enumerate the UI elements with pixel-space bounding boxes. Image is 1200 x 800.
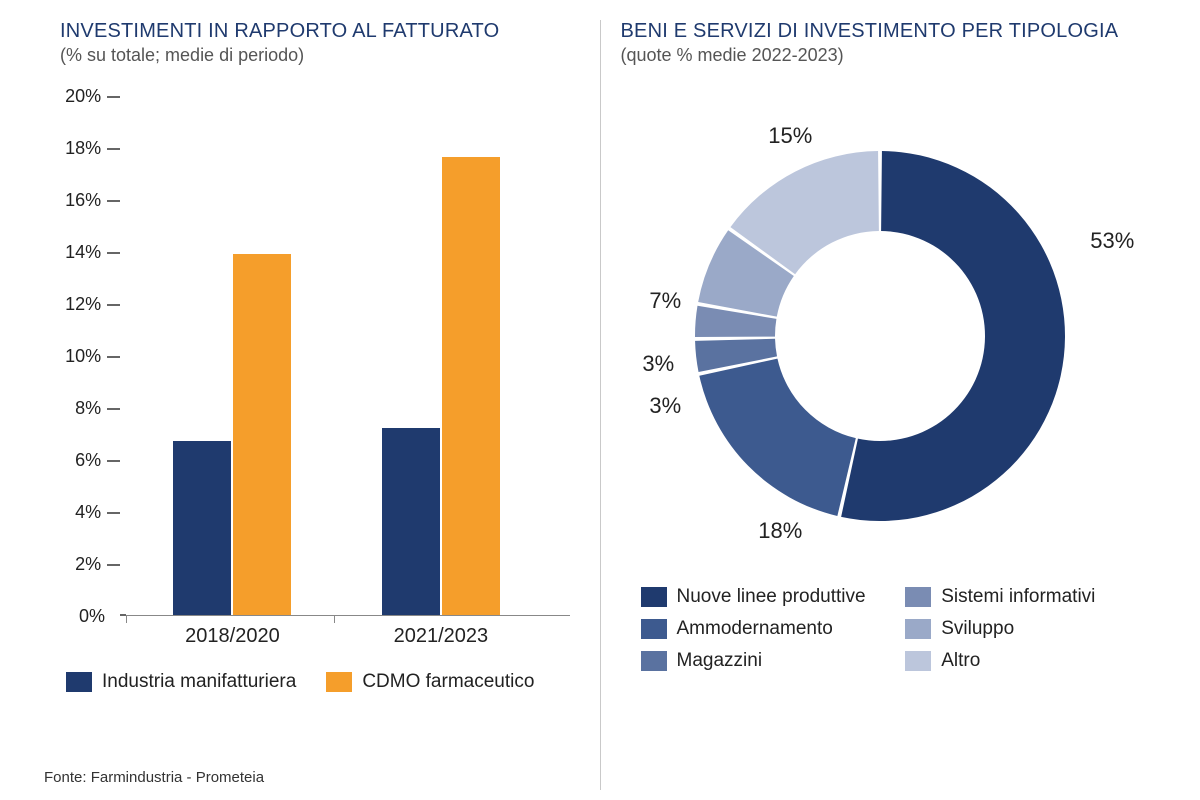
bar-chart-title: INVESTIMENTI IN RAPPORTO AL FATTURATO <box>60 20 580 43</box>
donut-slice-label: 53% <box>1090 228 1134 254</box>
legend-label: Sviluppo <box>941 618 1014 640</box>
bar-chart-ytick-dash <box>107 408 120 410</box>
bar-chart-panel: INVESTIMENTI IN RAPPORTO AL FATTURATO (%… <box>40 20 601 790</box>
legend-swatch <box>641 587 667 607</box>
bar-chart-ytick-label: 4% <box>60 502 101 523</box>
legend-label: Magazzini <box>677 650 763 672</box>
bar-chart-ytick-dash <box>107 564 120 566</box>
donut-chart-legend: Nuove linee produttive Sistemi informativ… <box>621 586 1141 672</box>
legend-label: Ammodernamento <box>677 618 833 640</box>
legend-label: Sistemi informativi <box>941 586 1095 608</box>
bar-chart-ytick-dash <box>107 252 120 254</box>
bar-chart-ytick: 6% <box>60 450 120 471</box>
bar-chart-ytick-label: 16% <box>60 190 101 211</box>
legend-swatch <box>905 651 931 671</box>
bar-chart-ytick-label: 8% <box>60 398 101 419</box>
bar-chart-ytick: 0% <box>60 606 120 627</box>
bar-group <box>173 254 291 615</box>
legend-swatch <box>326 672 352 692</box>
donut-chart: 53% 18% 3% 3% 7% 15% <box>621 96 1141 576</box>
source-text: Fonte: Farmindustria - Prometeia <box>44 769 264 786</box>
donut-chart-panel: BENI E SERVIZI DI INVESTIMENTO PER TIPOL… <box>601 20 1161 790</box>
donut-legend-item: Sistemi informativi <box>905 586 1140 608</box>
bar-legend-item: Industria manifatturiera <box>66 671 296 693</box>
bar-chart-ytick: 10% <box>60 346 120 367</box>
bar-chart-ytick-label: 12% <box>60 294 101 315</box>
donut-legend-item: Nuove linee produttive <box>641 586 876 608</box>
bar <box>442 157 500 615</box>
bar-chart-ytick-dash <box>107 148 120 150</box>
bar-chart-ytick-label: 10% <box>60 346 101 367</box>
donut-chart-subtitle: (quote % medie 2022-2023) <box>621 45 1141 66</box>
bar-chart-xaxis-tick <box>334 615 335 623</box>
bar-chart-xcategory: 2021/2023 <box>394 625 489 648</box>
bar-chart-ytick: 12% <box>60 294 120 315</box>
legend-swatch <box>905 619 931 639</box>
bar-chart-ytick: 20% <box>60 86 120 107</box>
bar-chart-ytick: 14% <box>60 242 120 263</box>
donut-svg <box>690 146 1070 526</box>
bar-chart-subtitle: (% su totale; medie di periodo) <box>60 45 580 66</box>
bar-chart-ytick-label: 20% <box>60 86 101 107</box>
bar-chart-ytick: 18% <box>60 138 120 159</box>
bar-chart-ytick-label: 18% <box>60 138 101 159</box>
bar-chart-xcategory: 2018/2020 <box>185 625 280 648</box>
bar-chart-plot-area: 2018/20202021/2023 <box>126 96 570 616</box>
bar-chart-ytick: 4% <box>60 502 120 523</box>
bar-chart-ytick-dash <box>107 304 120 306</box>
bar-chart-yaxis: 0%2%4%6%8%10%12%14%16%18%20% <box>60 96 120 616</box>
bar-chart: 0%2%4%6%8%10%12%14%16%18%20% 2018/202020… <box>60 96 580 616</box>
bar-chart-ytick-dash <box>107 96 120 98</box>
legend-label: Altro <box>941 650 980 672</box>
bar-chart-ytick-label: 14% <box>60 242 101 263</box>
donut-slice-label: 3% <box>649 393 681 419</box>
donut-slice <box>700 359 856 516</box>
donut-slice-label: 15% <box>768 123 812 149</box>
bar-legend-item: CDMO farmaceutico <box>326 671 534 693</box>
legend-label: Industria manifatturiera <box>102 671 296 693</box>
bar-chart-ytick-label: 2% <box>60 554 101 575</box>
legend-label: Nuove linee produttive <box>677 586 866 608</box>
bar <box>173 441 231 615</box>
donut-chart-title: BENI E SERVIZI DI INVESTIMENTO PER TIPOL… <box>621 20 1141 43</box>
bar-chart-ytick-label: 0% <box>60 606 105 627</box>
bar-group <box>382 157 500 615</box>
bar-chart-ytick: 2% <box>60 554 120 575</box>
legend-swatch <box>905 587 931 607</box>
donut-slice-label: 7% <box>649 288 681 314</box>
bar-chart-xaxis-tick <box>126 615 127 623</box>
donut-legend-item: Magazzini <box>641 650 876 672</box>
bar-chart-ytick-label: 6% <box>60 450 101 471</box>
donut-legend-item: Sviluppo <box>905 618 1140 640</box>
bar <box>382 428 440 615</box>
donut-legend-item: Altro <box>905 650 1140 672</box>
bar <box>233 254 291 615</box>
bar-chart-ytick-dash <box>107 460 120 462</box>
legend-swatch <box>641 619 667 639</box>
bar-chart-ytick: 16% <box>60 190 120 211</box>
bar-chart-ytick: 8% <box>60 398 120 419</box>
bar-chart-legend: Industria manifatturiera CDMO farmaceutic… <box>60 671 580 693</box>
legend-label: CDMO farmaceutico <box>362 671 534 693</box>
donut-legend-item: Ammodernamento <box>641 618 876 640</box>
donut-slice-label: 18% <box>758 518 802 544</box>
legend-swatch <box>641 651 667 671</box>
bar-chart-ytick-dash <box>107 512 120 514</box>
bar-chart-ytick-dash <box>107 200 120 202</box>
donut-slice-label: 3% <box>642 351 674 377</box>
legend-swatch <box>66 672 92 692</box>
bar-chart-ytick-dash <box>107 356 120 358</box>
